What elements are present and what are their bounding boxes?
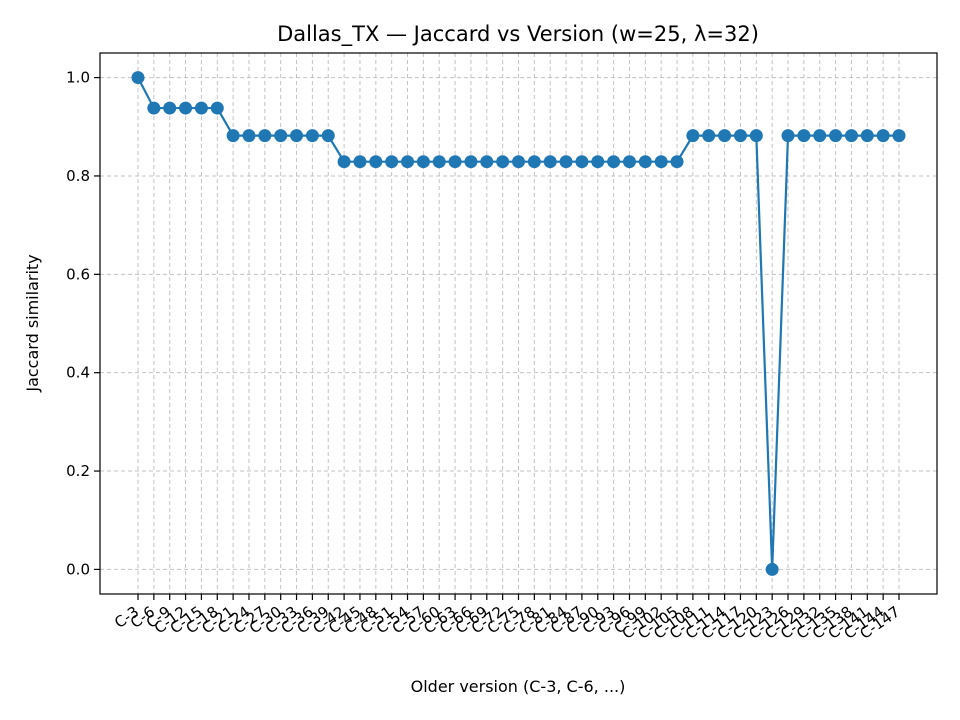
data-point [416, 155, 430, 169]
y-axis: 0.0 0.2 0.4 0.6 0.8 1.0 [66, 69, 100, 578]
data-point [369, 155, 383, 169]
data-point [591, 155, 605, 169]
data-point [607, 155, 621, 169]
data-point [496, 155, 510, 169]
data-point [718, 129, 732, 143]
data-point [464, 155, 478, 169]
data-point [781, 129, 795, 143]
data-point [163, 101, 177, 115]
data-point [622, 155, 636, 169]
data-point [147, 101, 161, 115]
series-points [131, 71, 906, 576]
data-point [670, 155, 684, 169]
y-axis-label: Jaccard similarity [23, 254, 42, 392]
data-point [131, 71, 145, 85]
data-point [305, 129, 319, 143]
data-point [258, 129, 272, 143]
data-point [290, 129, 304, 143]
data-point [448, 155, 462, 169]
data-point [686, 129, 700, 143]
data-point [527, 155, 541, 169]
grid [100, 53, 937, 594]
data-point [385, 155, 399, 169]
y-tick-label: 0.8 [66, 167, 90, 185]
data-point [765, 562, 779, 576]
y-tick-label: 0.2 [66, 462, 90, 480]
y-tick-label: 0.0 [66, 560, 90, 578]
data-point [401, 155, 415, 169]
data-point [274, 129, 288, 143]
data-point [559, 155, 573, 169]
data-point [226, 129, 240, 143]
data-point [797, 129, 811, 143]
data-point [432, 155, 446, 169]
y-tick-label: 0.4 [66, 364, 90, 382]
data-point [353, 155, 367, 169]
data-point [844, 129, 858, 143]
data-point [702, 129, 716, 143]
data-point [813, 129, 827, 143]
data-point [749, 129, 763, 143]
y-tick-label: 1.0 [66, 69, 90, 87]
data-point [892, 129, 906, 143]
data-point [337, 155, 351, 169]
data-point [575, 155, 589, 169]
data-point [512, 155, 525, 169]
data-point [733, 129, 747, 143]
data-point [654, 155, 668, 169]
data-point [321, 129, 335, 143]
data-point [179, 101, 193, 115]
y-tick-label: 0.6 [66, 265, 90, 283]
data-point [860, 129, 874, 143]
data-point [543, 155, 557, 169]
data-point [242, 129, 256, 143]
x-axis: C-3C-6C-9C-12C-15C-18C-21C-24C-27C-30C-3… [111, 594, 903, 643]
data-point [829, 129, 843, 143]
chart-title: Dallas_TX — Jaccard vs Version (w=25, λ=… [277, 22, 759, 47]
data-point [638, 155, 652, 169]
x-axis-label: Older version (C-3, C-6, ...) [411, 677, 626, 696]
data-point [194, 101, 208, 115]
data-point [210, 101, 224, 115]
data-point [876, 129, 890, 143]
data-point [480, 155, 494, 169]
plot-frame [99, 52, 938, 595]
